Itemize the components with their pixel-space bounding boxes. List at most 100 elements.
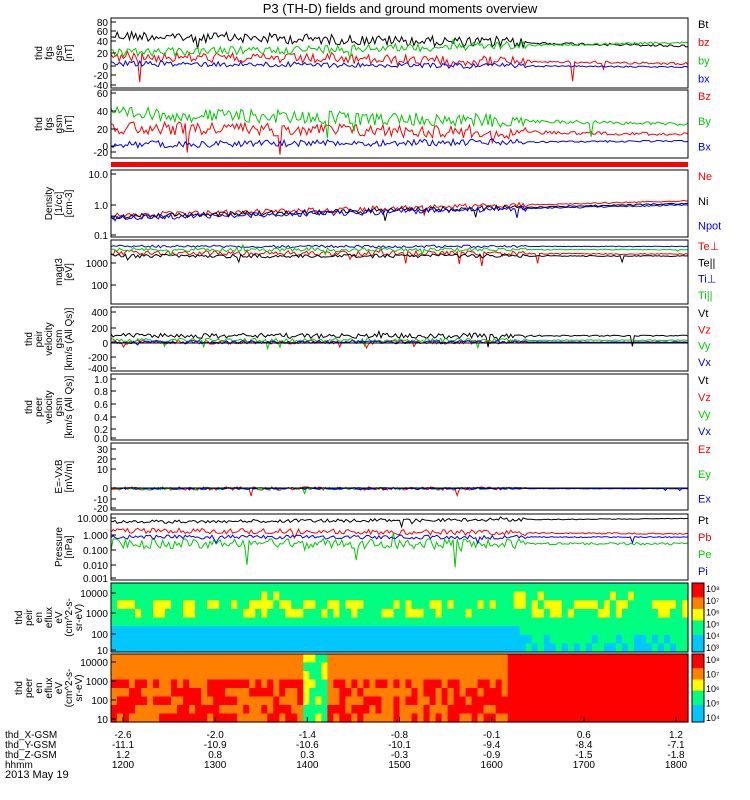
spectrogram-cell [267,662,274,672]
y-tick-label: 1000 [86,609,109,620]
spectrogram-cell [429,688,437,698]
spectrogram-cell [231,662,238,672]
spectrogram-cell [423,713,431,723]
spectrogram-cell [315,679,322,689]
spectrogram-cell [279,696,286,706]
spectrogram-cell [177,662,184,672]
spectrogram-cell [495,705,503,715]
spectrogram-cell [141,643,148,653]
spectrogram-cell [111,662,118,672]
spectrogram-cell [303,617,310,627]
spectrogram-cell [291,626,298,636]
spectrogram-cell [591,643,599,653]
spectrogram-cell [441,662,449,672]
spectrogram-cell [237,608,244,619]
spectrogram-cell [147,696,154,706]
spectrogram-cell [441,617,449,627]
spectrogram-cell [573,654,581,664]
spectrogram-cell [267,600,274,610]
spectrogram-cell [225,583,232,593]
spectrogram-cell [399,634,407,644]
spectrogram-cell [453,617,461,627]
spectrogram-cell [309,671,316,681]
colorbar-segment [692,643,704,647]
spectrogram-cell [670,608,677,619]
spectrogram-cell [195,608,202,619]
spectrogram-cell [333,617,340,627]
spectrogram-cell [417,617,425,627]
series-trace [110,329,689,348]
spectrogram-cell [435,583,443,593]
spectrogram-cell [315,654,322,664]
spectrogram-cell [201,626,208,636]
colorbar-tick-label: 10⁶ [706,608,720,618]
spectrogram-cell [489,626,497,636]
spectrogram-cell [453,671,461,681]
spectrogram-cell [483,634,491,644]
spectrogram-cell [171,583,178,593]
spectrogram-cell [555,617,563,627]
spectrogram-cell [159,600,166,610]
spectrogram-cell [597,705,605,715]
spectrogram-cell [633,671,641,681]
spectrogram-cell [633,583,641,593]
spectrogram-cell [135,643,142,653]
spectrogram-cell [159,713,166,723]
spectrogram-cell [507,591,515,601]
spectrogram-cell [303,643,310,653]
spectrogram-cell [651,600,659,610]
spectrogram-cell [585,654,593,664]
spectrogram-cell [147,688,154,698]
spectrogram-cell [447,626,455,636]
spectrogram-cell [621,654,629,664]
spectrogram-cell [375,679,383,689]
spectrogram-cell [177,688,184,698]
spectrogram-cell [357,634,364,644]
spectrogram-cell [201,671,208,681]
spectrogram-cell [615,696,623,706]
spectrogram-cell [537,591,545,601]
spectrogram-cell [237,626,244,636]
spectrogram-cell [459,608,467,619]
spectrogram-cell [471,583,479,593]
spectrogram-cell [423,679,431,689]
spectrogram-cell [123,654,130,664]
spectrogram-cell [153,643,160,653]
spectrogram-cell [676,671,683,681]
colorbar-segment [692,710,704,714]
spectrogram-cell [237,617,244,627]
spectrogram-cell [664,608,671,619]
spectrogram-cell [369,626,376,636]
series-trace [110,337,689,351]
spectrogram-cell [664,591,671,601]
spectrogram-cell [639,705,647,715]
spectrogram-cell [189,654,196,664]
spectrogram-cell [273,583,280,593]
spectrogram-cell [369,583,376,593]
spectrogram-cell [345,626,352,636]
spectrogram-cell [339,662,346,672]
spectrogram-cell [345,643,352,653]
spectrogram-cell [621,583,629,593]
spectrogram-cell [249,643,256,653]
spectrogram-cell [195,679,202,689]
spectrogram-cell [664,583,671,593]
spectrogram-cell [351,600,358,610]
spectrogram-cell [459,634,467,644]
spectrogram-cell [525,626,533,636]
spectrogram-cell [465,643,473,653]
y-tick-label: 60 [97,89,109,100]
spectrogram-cell [243,608,250,619]
spectrogram-cell [483,600,491,610]
spectrogram-cell [267,608,274,619]
spectrogram-cell [429,679,437,689]
spectrogram-cell [231,671,238,681]
spectrogram-cell [273,654,280,664]
spectrogram-cell [375,671,383,681]
spectrogram-cell [303,662,310,672]
spectrogram-cell [243,643,250,653]
spectrogram-cell [363,696,370,706]
colorbar-segment [692,699,704,703]
spectrogram-cell [291,634,298,644]
